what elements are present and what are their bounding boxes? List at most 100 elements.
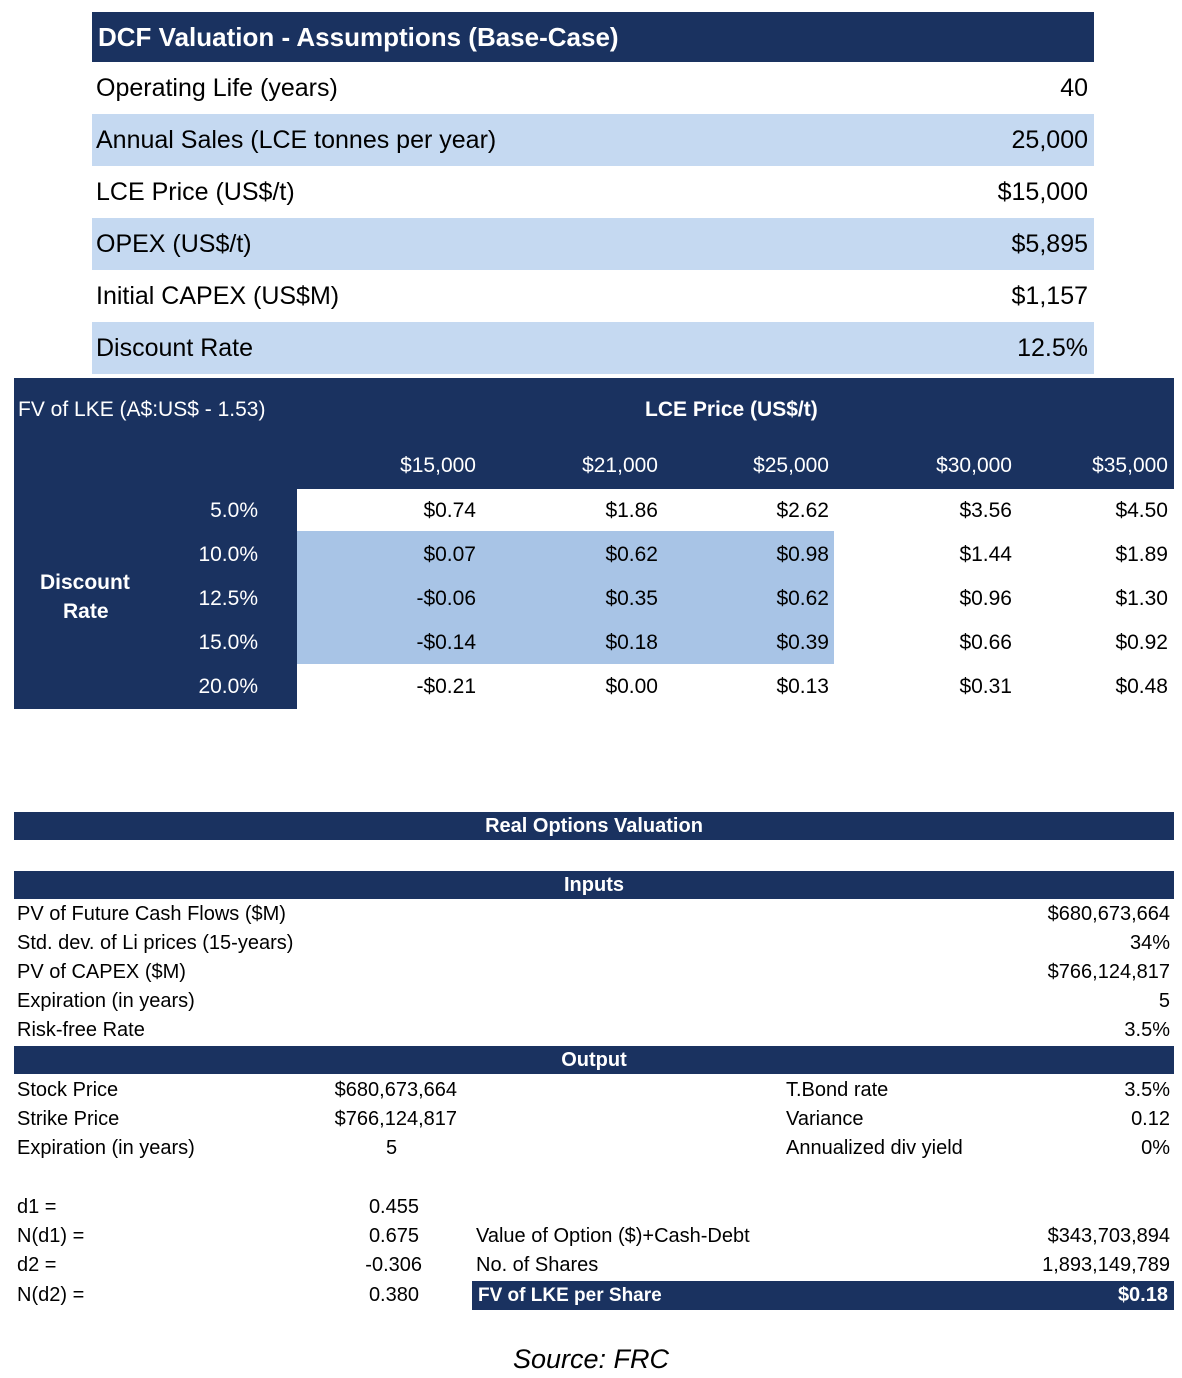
output-value: 0% (1141, 1137, 1170, 1159)
assumption-row: LCE Price (US$/t) $15,000 (92, 166, 1094, 218)
output-value: 5 (386, 1137, 398, 1159)
input-label: Expiration (in years) (17, 990, 195, 1012)
input-value: 34% (1129, 932, 1170, 954)
row-header-line2: Rate (63, 600, 109, 623)
output-value: $680,673,664 (334, 1079, 457, 1101)
input-value: $766,124,817 (1047, 961, 1170, 983)
output-value: 0.12 (1131, 1108, 1170, 1130)
assumptions-table: DCF Valuation - Assumptions (Base-Case) … (92, 12, 1094, 374)
d-value: 0.675 (368, 1225, 419, 1247)
real-options-title: Real Options Valuation (14, 812, 1174, 840)
sensitivity-cell: $0.00 (605, 675, 658, 698)
assumption-label: Annual Sales (LCE tonnes per year) (96, 126, 497, 154)
sensitivity-cell: $0.96 (959, 587, 1012, 610)
output-label: Expiration (in years) (17, 1137, 195, 1159)
assumption-label: Discount Rate (96, 334, 254, 362)
rate-label: 15.0% (198, 631, 258, 654)
d-label: N(d2) = (17, 1284, 85, 1306)
assumption-label: Operating Life (years) (96, 74, 338, 102)
d-value: 0.380 (368, 1284, 419, 1306)
assumption-label: Initial CAPEX (US$M) (96, 282, 340, 310)
sensitivity-cell: $0.98 (776, 543, 829, 566)
sensitivity-highlight (297, 531, 834, 664)
shares-label: No. of Shares (476, 1254, 599, 1276)
sensitivity-cell: $1.86 (605, 499, 658, 522)
d-value: 0.455 (368, 1196, 419, 1218)
sensitivity-table: FV of LKE (A$:US$ - 1.53) LCE Price (US$… (14, 378, 1174, 709)
sensitivity-cell: $0.18 (605, 631, 658, 654)
assumption-label: LCE Price (US$/t) (96, 178, 295, 206)
d-label: d2 = (17, 1254, 57, 1276)
price-header: $15,000 (400, 454, 476, 477)
rate-label: 5.0% (210, 499, 258, 522)
d-value: -0.306 (365, 1254, 422, 1276)
sensitivity-cell: $4.50 (1115, 499, 1168, 522)
price-header: $25,000 (753, 454, 829, 477)
row-header-line1: Discount (40, 571, 130, 594)
sensitivity-cell: $0.92 (1115, 631, 1168, 654)
sensitivity-title: FV of LKE (A$:US$ - 1.53) (18, 398, 266, 421)
output-label: Annualized div yield (786, 1137, 963, 1159)
d-label: N(d1) = (17, 1225, 85, 1247)
sensitivity-cell: $0.62 (776, 587, 829, 610)
input-label: Std. dev. of Li prices (15-years) (17, 932, 294, 954)
input-value: 3.5% (1124, 1019, 1170, 1041)
sensitivity-cell: $0.74 (423, 499, 476, 522)
assumptions-title: DCF Valuation - Assumptions (Base-Case) (92, 12, 1094, 62)
sensitivity-cell: $0.31 (959, 675, 1012, 698)
sensitivity-cell: $1.30 (1115, 587, 1168, 610)
sensitivity-cell: $1.44 (959, 543, 1012, 566)
output-value: 3.5% (1124, 1079, 1170, 1101)
sensitivity-cell: $1.89 (1115, 543, 1168, 566)
assumption-value: 25,000 (1011, 126, 1088, 154)
output-title: Output (14, 1046, 1174, 1074)
assumption-label: OPEX (US$/t) (96, 230, 252, 258)
sensitivity-cell: $0.35 (605, 587, 658, 610)
sensitivity-cell: $3.56 (959, 499, 1012, 522)
sensitivity-cell: $2.62 (776, 499, 829, 522)
assumption-value: $5,895 (1011, 230, 1088, 258)
sensitivity-cell: $0.66 (959, 631, 1012, 654)
assumption-row: Initial CAPEX (US$M) $1,157 (92, 270, 1094, 322)
output-value: $766,124,817 (334, 1108, 457, 1130)
input-label: Risk-free Rate (17, 1019, 145, 1041)
fv-label: FV of LKE per Share (478, 1285, 662, 1306)
sensitivity-cell: $0.48 (1115, 675, 1168, 698)
source-note: Source: FRC (512, 1344, 670, 1374)
assumption-value: $1,157 (1011, 282, 1088, 310)
fv-value: $0.18 (1117, 1284, 1168, 1306)
assumption-row: OPEX (US$/t) $5,895 (92, 218, 1094, 270)
assumption-value: 40 (1060, 74, 1088, 102)
sensitivity-cell: -$0.21 (416, 675, 476, 698)
output-label: Strike Price (17, 1108, 120, 1130)
sensitivity-cell: $0.62 (605, 543, 658, 566)
price-header: $35,000 (1092, 454, 1168, 477)
assumption-row: Discount Rate 12.5% (92, 322, 1094, 374)
rate-label: 12.5% (198, 587, 258, 610)
price-header: $30,000 (936, 454, 1012, 477)
input-value: $680,673,664 (1047, 903, 1170, 925)
sensitivity-col-header: LCE Price (US$/t) (645, 398, 818, 421)
option-value-label: Value of Option ($)+Cash-Debt (476, 1225, 750, 1247)
sensitivity-cell: $0.07 (423, 543, 476, 566)
assumption-row: Annual Sales (LCE tonnes per year) 25,00… (92, 114, 1094, 166)
rate-label: 20.0% (198, 675, 258, 698)
sensitivity-cell: $0.39 (776, 631, 829, 654)
sensitivity-cell: -$0.06 (416, 587, 476, 610)
input-value: 5 (1158, 990, 1170, 1012)
d-label: d1 = (17, 1196, 57, 1218)
sensitivity-cell: $0.13 (776, 675, 829, 698)
assumption-value: $15,000 (997, 178, 1088, 206)
shares-value: 1,893,149,789 (1042, 1254, 1170, 1276)
rate-label: 10.0% (198, 543, 258, 566)
output-label: Stock Price (17, 1079, 119, 1101)
price-header: $21,000 (582, 454, 658, 477)
assumption-value: 12.5% (1017, 334, 1088, 362)
fv-per-share-bar: FV of LKE per Share $0.18 (472, 1281, 1174, 1310)
output-label: Variance (786, 1108, 864, 1130)
option-value: $343,703,894 (1047, 1225, 1170, 1247)
input-label: PV of CAPEX ($M) (17, 961, 186, 983)
input-label: PV of Future Cash Flows ($M) (17, 903, 286, 925)
assumption-row: Operating Life (years) 40 (92, 62, 1094, 114)
sensitivity-cell: -$0.14 (416, 631, 476, 654)
